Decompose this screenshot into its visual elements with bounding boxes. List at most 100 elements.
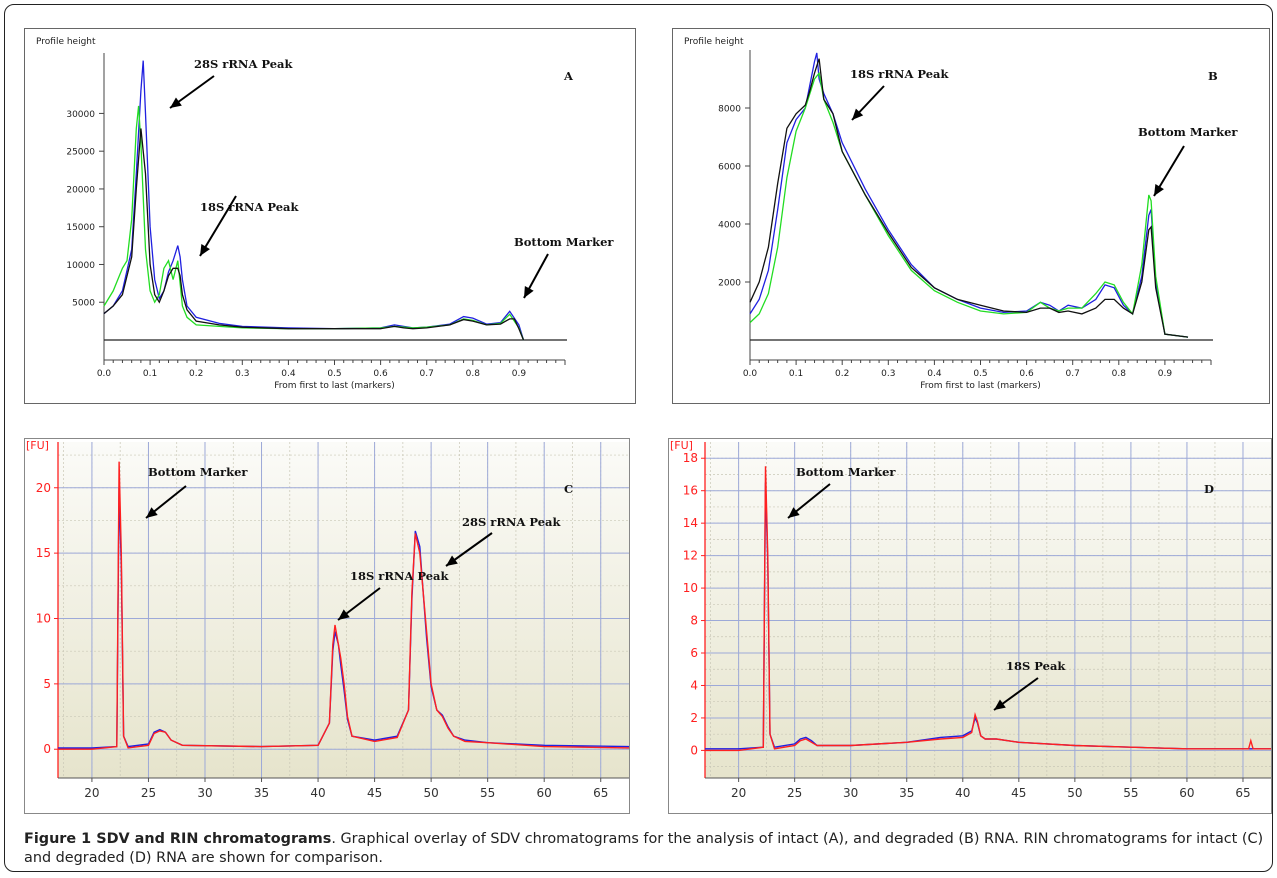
panel-letter: C	[564, 482, 573, 496]
series-line-black	[749, 58, 1189, 338]
chart-a: Profile height 5000 10000 15000 20000 25000 30…	[24, 28, 636, 404]
series-line-red	[58, 461, 630, 750]
panel-a: Profile height 5000 10000 15000 20000 25000 30…	[24, 28, 636, 404]
y-tick-label: 14	[683, 516, 698, 530]
x-tick-label: 50	[1067, 786, 1082, 800]
annotation-arrow	[199, 195, 237, 257]
y-tick-label: 5	[43, 677, 51, 691]
x-tick-label: 0.5	[973, 369, 987, 379]
chart-d: 0 2 4 6 8 10 12 14 16 18[FU] 20 25 30 35 40 45 50 55 60 65 B…	[668, 438, 1272, 814]
x-tick-label: 0.8	[1112, 369, 1127, 379]
x-tick-label: 0.3	[881, 369, 895, 379]
annotation-label: Bottom Marker	[148, 465, 248, 479]
y-tick-label: 20000	[66, 185, 95, 195]
y-axis-label: Profile height	[684, 37, 744, 47]
x-tick-label: 60	[537, 786, 552, 800]
annotation-label: 28S rRNA Peak	[462, 515, 561, 529]
x-tick-label: 20	[84, 786, 99, 800]
y-axis-label: [FU]	[26, 439, 49, 452]
chart-c: 0 5 10 15 20 [FU] 20 25 30 35 40 45 50 55 60 65 Bottom M…	[24, 438, 630, 814]
annotation-label: 18S rRNA Peak	[200, 200, 299, 214]
y-tick-label: 18	[683, 451, 698, 465]
annotation-arrow	[993, 677, 1039, 711]
series-line-black	[103, 128, 525, 341]
panel-letter: A	[563, 69, 574, 83]
y-tick-label: 30000	[66, 110, 95, 120]
y-tick-label: 2	[690, 711, 698, 725]
annotation-arrow	[787, 483, 831, 519]
y-tick-label: 5000	[72, 299, 95, 309]
x-tick-label: 20	[731, 786, 746, 800]
y-tick-label: 6	[690, 646, 698, 660]
x-tick-label: 0.1	[143, 369, 157, 379]
series-line-green	[103, 105, 525, 341]
x-tick-label: 0.9	[1158, 369, 1173, 379]
y-tick-label: 4000	[718, 221, 741, 231]
annotation-arrow	[445, 532, 493, 567]
x-tick-label: 0.5	[327, 369, 341, 379]
x-tick-label: 0.1	[789, 369, 803, 379]
x-tick-label: 0.9	[512, 369, 527, 379]
x-tick-label: 0.0	[743, 369, 758, 379]
x-tick-label: 45	[1011, 786, 1026, 800]
plot-area	[705, 442, 1271, 778]
y-tick-label: 25000	[66, 148, 95, 158]
x-tick-label: 0.8	[466, 369, 481, 379]
x-tick-label: 55	[480, 786, 495, 800]
x-tick-label: 40	[310, 786, 325, 800]
annotation-label: Bottom Marker	[796, 465, 896, 479]
annotation-arrow	[1153, 145, 1185, 197]
x-tick-label: 25	[141, 786, 156, 800]
x-axis-label: From first to last (markers)	[920, 381, 1040, 391]
x-tick-label: 55	[1123, 786, 1138, 800]
x-tick-label: 0.2	[835, 369, 849, 379]
caption-text: . Graphical overlay of SDV chromatograms…	[24, 831, 1264, 866]
annotation-arrow	[523, 253, 549, 299]
x-tick-label: 65	[593, 786, 608, 800]
annotation-label: 18S rRNA Peak	[350, 569, 449, 583]
series-line-blue	[103, 60, 525, 341]
y-tick-label: 4	[690, 678, 698, 692]
y-tick-label: 2000	[718, 279, 741, 289]
x-tick-label: 0.6	[373, 369, 388, 379]
annotation-arrow	[851, 85, 885, 121]
panel-d: 0 2 4 6 8 10 12 14 16 18 [FU] 20 25 30 35 40 45 50 55 60 65 B…	[668, 438, 1272, 814]
x-tick-label: 60	[1179, 786, 1194, 800]
y-tick-label: 10000	[66, 261, 95, 271]
annotation-label: 18S rRNA Peak	[850, 67, 949, 81]
x-tick-label: 65	[1235, 786, 1250, 800]
x-tick-label: 30	[843, 786, 858, 800]
x-tick-label: 0.4	[281, 369, 296, 379]
y-tick-label: 12	[683, 549, 698, 563]
annotation-label: 18S Peak	[1006, 659, 1066, 673]
annotation-arrow	[145, 485, 187, 519]
panel-b: Profile height 2000 4000 6000 8000 0.0 0.1 0.2 0…	[672, 28, 1270, 404]
y-tick-label: 0	[690, 743, 698, 757]
x-tick-label: 40	[955, 786, 970, 800]
annotation-arrow	[337, 587, 381, 621]
y-tick-label: 15000	[66, 223, 95, 233]
x-tick-label: 35	[254, 786, 269, 800]
panel-letter: B	[1208, 69, 1218, 83]
y-tick-label: 10	[683, 581, 698, 595]
y-tick-label: 6000	[718, 163, 741, 173]
y-axis-label: [FU]	[670, 439, 693, 452]
y-axis-label: Profile height	[36, 37, 96, 47]
x-tick-label: 0.7	[1066, 369, 1080, 379]
y-tick-label: 20	[36, 481, 51, 495]
annotation-label: Bottom Marker	[514, 235, 614, 249]
annotation-label: 28S rRNA Peak	[194, 57, 293, 71]
y-tick-label: 15	[36, 546, 51, 560]
panel-border	[672, 28, 1270, 404]
x-tick-label: 0.2	[189, 369, 203, 379]
x-tick-label: 45	[367, 786, 382, 800]
caption-title: Figure 1 SDV and RIN chromatograms	[24, 831, 332, 847]
annotation-arrow	[169, 75, 215, 109]
x-tick-label: 0.0	[97, 369, 112, 379]
chart-b: Profile height 2000 4000 6000 8000 0.0 0.1 0.2 0…	[672, 28, 1270, 404]
y-tick-label: 8000	[718, 105, 741, 115]
y-tick-label: 10	[36, 611, 51, 625]
y-tick-label: 0	[43, 742, 51, 756]
figure-frame	[4, 4, 1273, 872]
x-tick-label: 50	[423, 786, 438, 800]
